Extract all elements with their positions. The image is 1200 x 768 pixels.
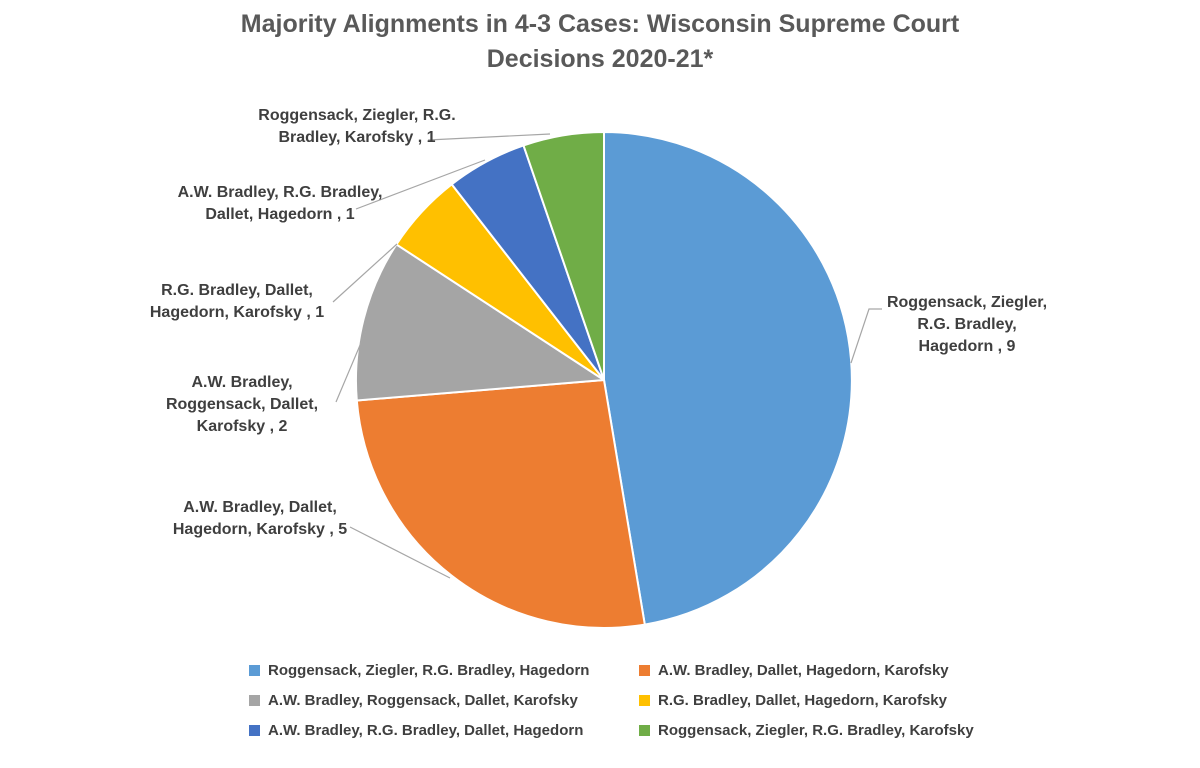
legend-label: A.W. Bradley, R.G. Bradley, Dallet, Hage… bbox=[268, 722, 584, 739]
leader-line bbox=[332, 243, 398, 303]
legend-label: Roggensack, Ziegler, R.G. Bradley, Haged… bbox=[268, 662, 590, 679]
legend-color-swatch bbox=[249, 725, 260, 736]
legend-color-swatch bbox=[249, 695, 260, 706]
legend-color-swatch bbox=[249, 665, 260, 676]
pie-callout: Roggensack, Ziegler, R.G. Bradley, Haged… bbox=[886, 294, 1048, 355]
pie-callout: A.W. Bradley, Roggensack, Dallet, Karofs… bbox=[165, 374, 319, 435]
pie-slice bbox=[522, 130, 605, 381]
legend-color-swatch bbox=[639, 725, 650, 736]
pie-slice bbox=[603, 131, 853, 626]
chart-title: Majority Alignments in 4-3 Cases: Wiscon… bbox=[240, 10, 960, 73]
pie-callout: A.W. Bradley, Dallet, Hagedorn, Karofsky… bbox=[172, 499, 348, 538]
legend-color-swatch bbox=[639, 695, 650, 706]
legend-label: Roggensack, Ziegler, R.G. Bradley, Karof… bbox=[658, 722, 974, 739]
legend-label: A.W. Bradley, Roggensack, Dallet, Karofs… bbox=[268, 692, 578, 709]
leader-line bbox=[335, 330, 367, 403]
leader-lines bbox=[332, 133, 882, 579]
pie-callout: R.G. Bradley, Dallet, Hagedorn, Karofsky… bbox=[149, 282, 325, 321]
legend-color-swatch bbox=[639, 665, 650, 676]
leader-line bbox=[349, 526, 451, 579]
legend-item: Roggensack, Ziegler, R.G. Bradley, Karof… bbox=[639, 721, 1029, 741]
leader-line bbox=[427, 133, 551, 141]
pie-callout: Roggensack, Ziegler, R.G. Bradley, Karof… bbox=[258, 107, 456, 146]
pie-slice bbox=[355, 379, 646, 629]
legend-item: A.W. Bradley, Dallet, Hagedorn, Karofsky bbox=[639, 661, 1029, 681]
chart-legend: Roggensack, Ziegler, R.G. Bradley, Haged… bbox=[249, 661, 1029, 741]
pie-slices bbox=[355, 130, 853, 629]
pie-callout: A.W. Bradley, R.G. Bradley, Dallet, Hage… bbox=[177, 184, 383, 223]
legend-item: A.W. Bradley, Roggensack, Dallet, Karofs… bbox=[249, 691, 639, 711]
legend-label: R.G. Bradley, Dallet, Hagedorn, Karofsky bbox=[658, 692, 947, 709]
pie-slice bbox=[355, 243, 605, 402]
legend-item: A.W. Bradley, R.G. Bradley, Dallet, Hage… bbox=[249, 721, 639, 741]
legend-item: Roggensack, Ziegler, R.G. Bradley, Haged… bbox=[249, 661, 639, 681]
leader-line bbox=[355, 159, 486, 210]
legend-label: A.W. Bradley, Dallet, Hagedorn, Karofsky bbox=[658, 662, 949, 679]
legend-item: R.G. Bradley, Dallet, Hagedorn, Karofsky bbox=[639, 691, 1029, 711]
leader-line bbox=[850, 308, 882, 364]
